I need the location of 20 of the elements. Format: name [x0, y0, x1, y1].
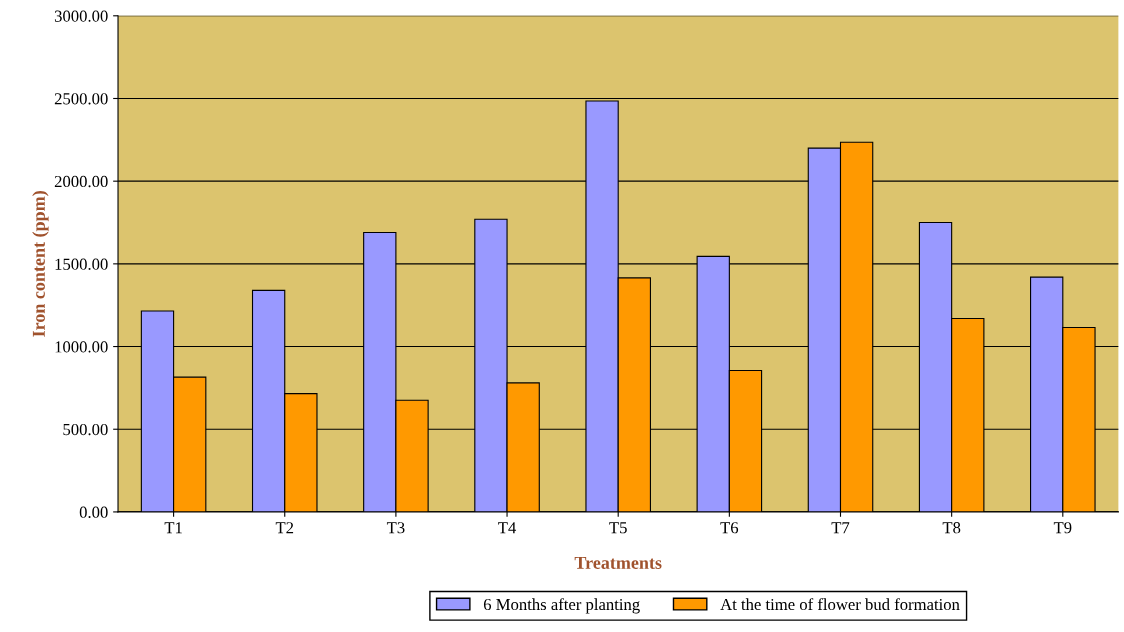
x-tick-label: T2 [275, 522, 294, 534]
x-tick-label: T3 [386, 522, 405, 534]
y-tick-label: 1500.00 [55, 258, 108, 270]
x-tick-label: T6 [720, 522, 739, 534]
y-tick-label: 1000.00 [55, 341, 108, 353]
legend-label: At the time of flower bud formation [720, 598, 960, 611]
x-tick-label: T9 [1053, 522, 1072, 534]
y-tick-label: 500.00 [63, 423, 108, 436]
legend-label: 6 Months after planting [483, 598, 640, 614]
x-tick-label: T4 [498, 522, 517, 534]
y-tick-label: 2000.00 [54, 175, 108, 188]
y-axis-title: Iron content (ppm) [32, 191, 49, 337]
y-tick-label: 3000.00 [54, 10, 108, 22]
x-axis-title: Treatments [574, 556, 662, 569]
y-tick-label: 0.00 [79, 506, 108, 518]
x-tick-label: T8 [942, 522, 961, 534]
x-tick-label: T7 [831, 522, 850, 534]
y-tick-label: 2500.00 [54, 93, 108, 105]
x-tick-label: T1 [164, 522, 182, 534]
x-tick-label: T5 [609, 522, 627, 534]
